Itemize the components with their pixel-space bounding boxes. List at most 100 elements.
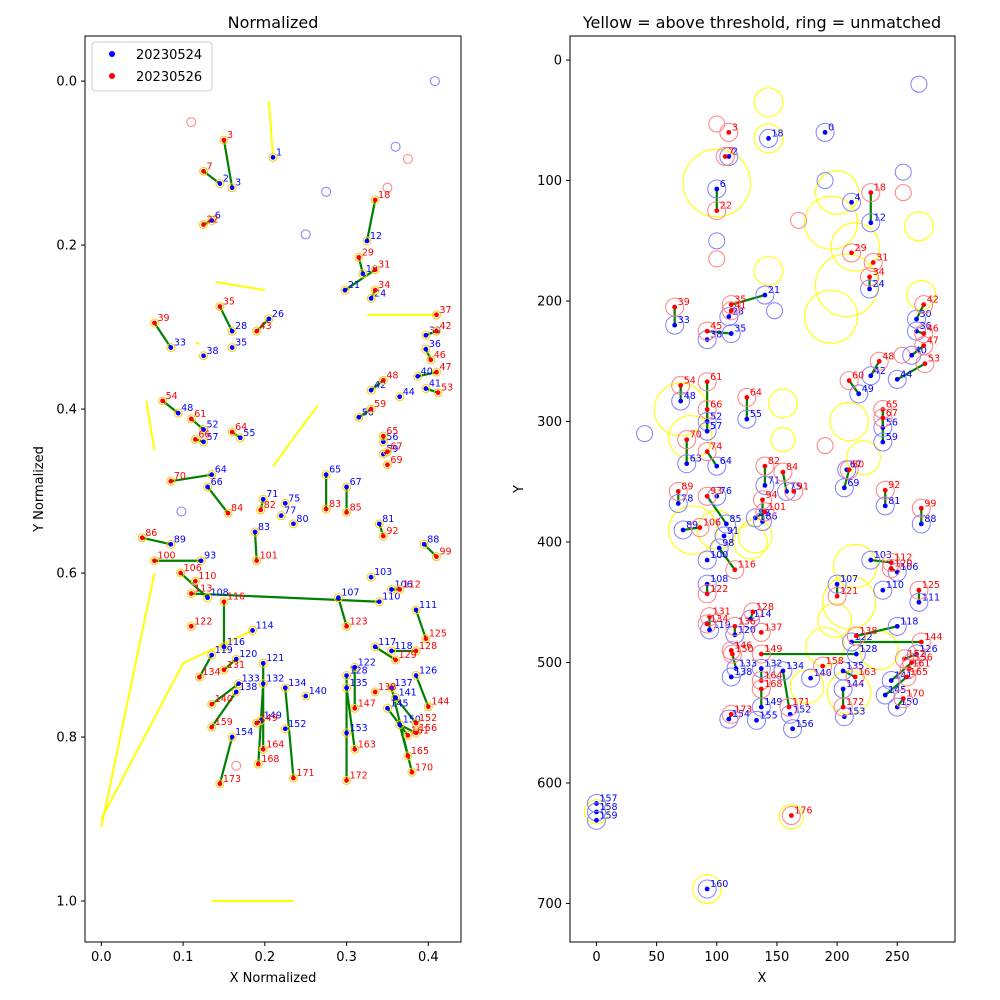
right-threshold-ring-23 xyxy=(846,440,881,476)
left-match-link-9 xyxy=(153,322,172,349)
right-b-point-54 xyxy=(678,382,684,388)
left-a-label-106: 106 xyxy=(395,579,413,590)
right-b-point-34 xyxy=(867,274,872,280)
right-unmatched-ring-8 xyxy=(894,163,912,181)
left-b-halo-34 xyxy=(370,285,380,295)
right-a-point-149 xyxy=(758,704,764,710)
right-b-point-158 xyxy=(820,663,826,669)
right-b-ring-67 xyxy=(873,408,893,428)
left-b-halo-53 xyxy=(433,388,443,398)
right-match-link-12 xyxy=(896,362,926,381)
left-a-point-114 xyxy=(250,628,255,633)
right-a-ring-78 xyxy=(668,493,688,513)
right-a-ring-2 xyxy=(719,146,739,166)
left-a-label-65: 65 xyxy=(329,465,341,476)
left-a-halo-75 xyxy=(280,498,290,508)
right-a-label-110: 110 xyxy=(886,580,904,591)
right-unmatched-ring-9 xyxy=(894,184,912,202)
left-match-link-42 xyxy=(415,675,430,708)
right-b-ring-42 xyxy=(914,295,934,315)
right-b-ring-106 xyxy=(690,518,710,538)
left-panel: Normalized 12361218212426283033353638404… xyxy=(32,13,462,986)
left-b-point-165 xyxy=(405,753,411,759)
left-a-label-81: 81 xyxy=(382,514,394,525)
left-b-point-123 xyxy=(344,623,349,629)
left-a-point-30 xyxy=(423,332,429,338)
right-a-point-108 xyxy=(704,581,710,587)
left-b-label-31: 31 xyxy=(378,260,390,271)
right-match-link-8 xyxy=(915,304,925,320)
right-a-label-67: 67 xyxy=(850,460,862,471)
left-a-point-118 xyxy=(389,648,394,654)
right-a-label-52: 52 xyxy=(710,412,722,423)
left-a-point-126 xyxy=(413,673,419,678)
right-a-ring-154 xyxy=(719,709,739,729)
left-b-point-3 xyxy=(221,137,227,143)
left-b-label-18: 18 xyxy=(378,190,390,201)
right-b-label-128: 128 xyxy=(756,602,774,613)
right-b-point-92 xyxy=(882,487,888,493)
right-b-label-31: 31 xyxy=(876,253,888,264)
left-ytick-label-0: 0.0 xyxy=(56,75,77,90)
right-b-point-35 xyxy=(728,302,734,308)
right-a-label-160: 160 xyxy=(710,879,728,890)
right-b-label-84: 84 xyxy=(786,462,798,473)
right-b-ring-89 xyxy=(668,481,688,501)
left-b-point-138 xyxy=(372,689,378,695)
right-b-ring-60 xyxy=(839,371,859,391)
right-a-label-111: 111 xyxy=(922,592,940,603)
left-b-halo-100 xyxy=(149,556,159,566)
right-a-ring-88 xyxy=(911,514,931,534)
left-a-label-3: 3 xyxy=(235,178,241,189)
left-x-axis-label: X Normalized xyxy=(230,971,317,986)
left-a-point-18 xyxy=(360,271,366,277)
right-b-ring-93 xyxy=(697,486,717,506)
right-match-link-33 xyxy=(870,558,892,564)
right-b-label-131: 131 xyxy=(713,607,731,618)
right-threshold-ring-14 xyxy=(830,222,880,272)
left-a-point-110 xyxy=(376,599,382,605)
right-a-label-120: 120 xyxy=(738,625,756,636)
left-a-label-111: 111 xyxy=(419,600,437,611)
right-b-point-39 xyxy=(672,304,678,310)
left-b-halo-106 xyxy=(176,568,186,578)
left-b-point-35 xyxy=(217,304,223,309)
left-a-point-33 xyxy=(168,345,174,350)
right-ytick-label-7: 700 xyxy=(537,897,562,912)
right-b-point-136 xyxy=(732,623,738,629)
right-b-point-60 xyxy=(846,378,852,383)
left-a-point-111 xyxy=(413,607,419,613)
right-a-point-110 xyxy=(880,587,886,593)
right-a-label-40: 40 xyxy=(915,345,927,356)
right-a-label-48: 48 xyxy=(684,391,696,402)
left-b-point-59 xyxy=(368,406,374,412)
right-a-label-81: 81 xyxy=(888,496,900,507)
right-x-ticks: 0 50 100 150 200 250 xyxy=(592,942,910,965)
left-unmatched-ring-15 xyxy=(321,186,332,197)
right-ytick-label-5: 500 xyxy=(537,656,562,671)
right-a-ring-63 xyxy=(677,454,697,474)
left-a-point-120 xyxy=(233,656,239,662)
left-a-point-2 xyxy=(217,181,223,186)
right-b-ring-92 xyxy=(875,480,895,500)
left-b-label-29: 29 xyxy=(362,247,374,258)
right-a-ring-21 xyxy=(755,285,775,305)
right-b-ring-34 xyxy=(860,267,880,287)
left-b-halo-54 xyxy=(158,396,168,406)
left-b-halo-129 xyxy=(391,655,401,665)
left-match-link-47 xyxy=(210,691,238,728)
left-a-point-24 xyxy=(368,295,374,301)
left-a-label-36: 36 xyxy=(429,339,441,350)
right-a-label-145: 145 xyxy=(888,685,906,696)
right-match-link-50 xyxy=(884,676,908,696)
right-a-label-35: 35 xyxy=(734,324,746,335)
right-a-label-149: 149 xyxy=(764,697,782,708)
left-b-label-34: 34 xyxy=(378,280,390,291)
right-b-label-66: 66 xyxy=(710,399,722,410)
left-a-point-89 xyxy=(168,541,174,547)
right-b-label-134: 134 xyxy=(710,614,728,625)
left-a-label-71: 71 xyxy=(266,489,278,500)
left-a-point-153 xyxy=(344,730,349,736)
left-b-point-34 xyxy=(372,287,378,293)
left-a-point-83 xyxy=(252,529,258,535)
